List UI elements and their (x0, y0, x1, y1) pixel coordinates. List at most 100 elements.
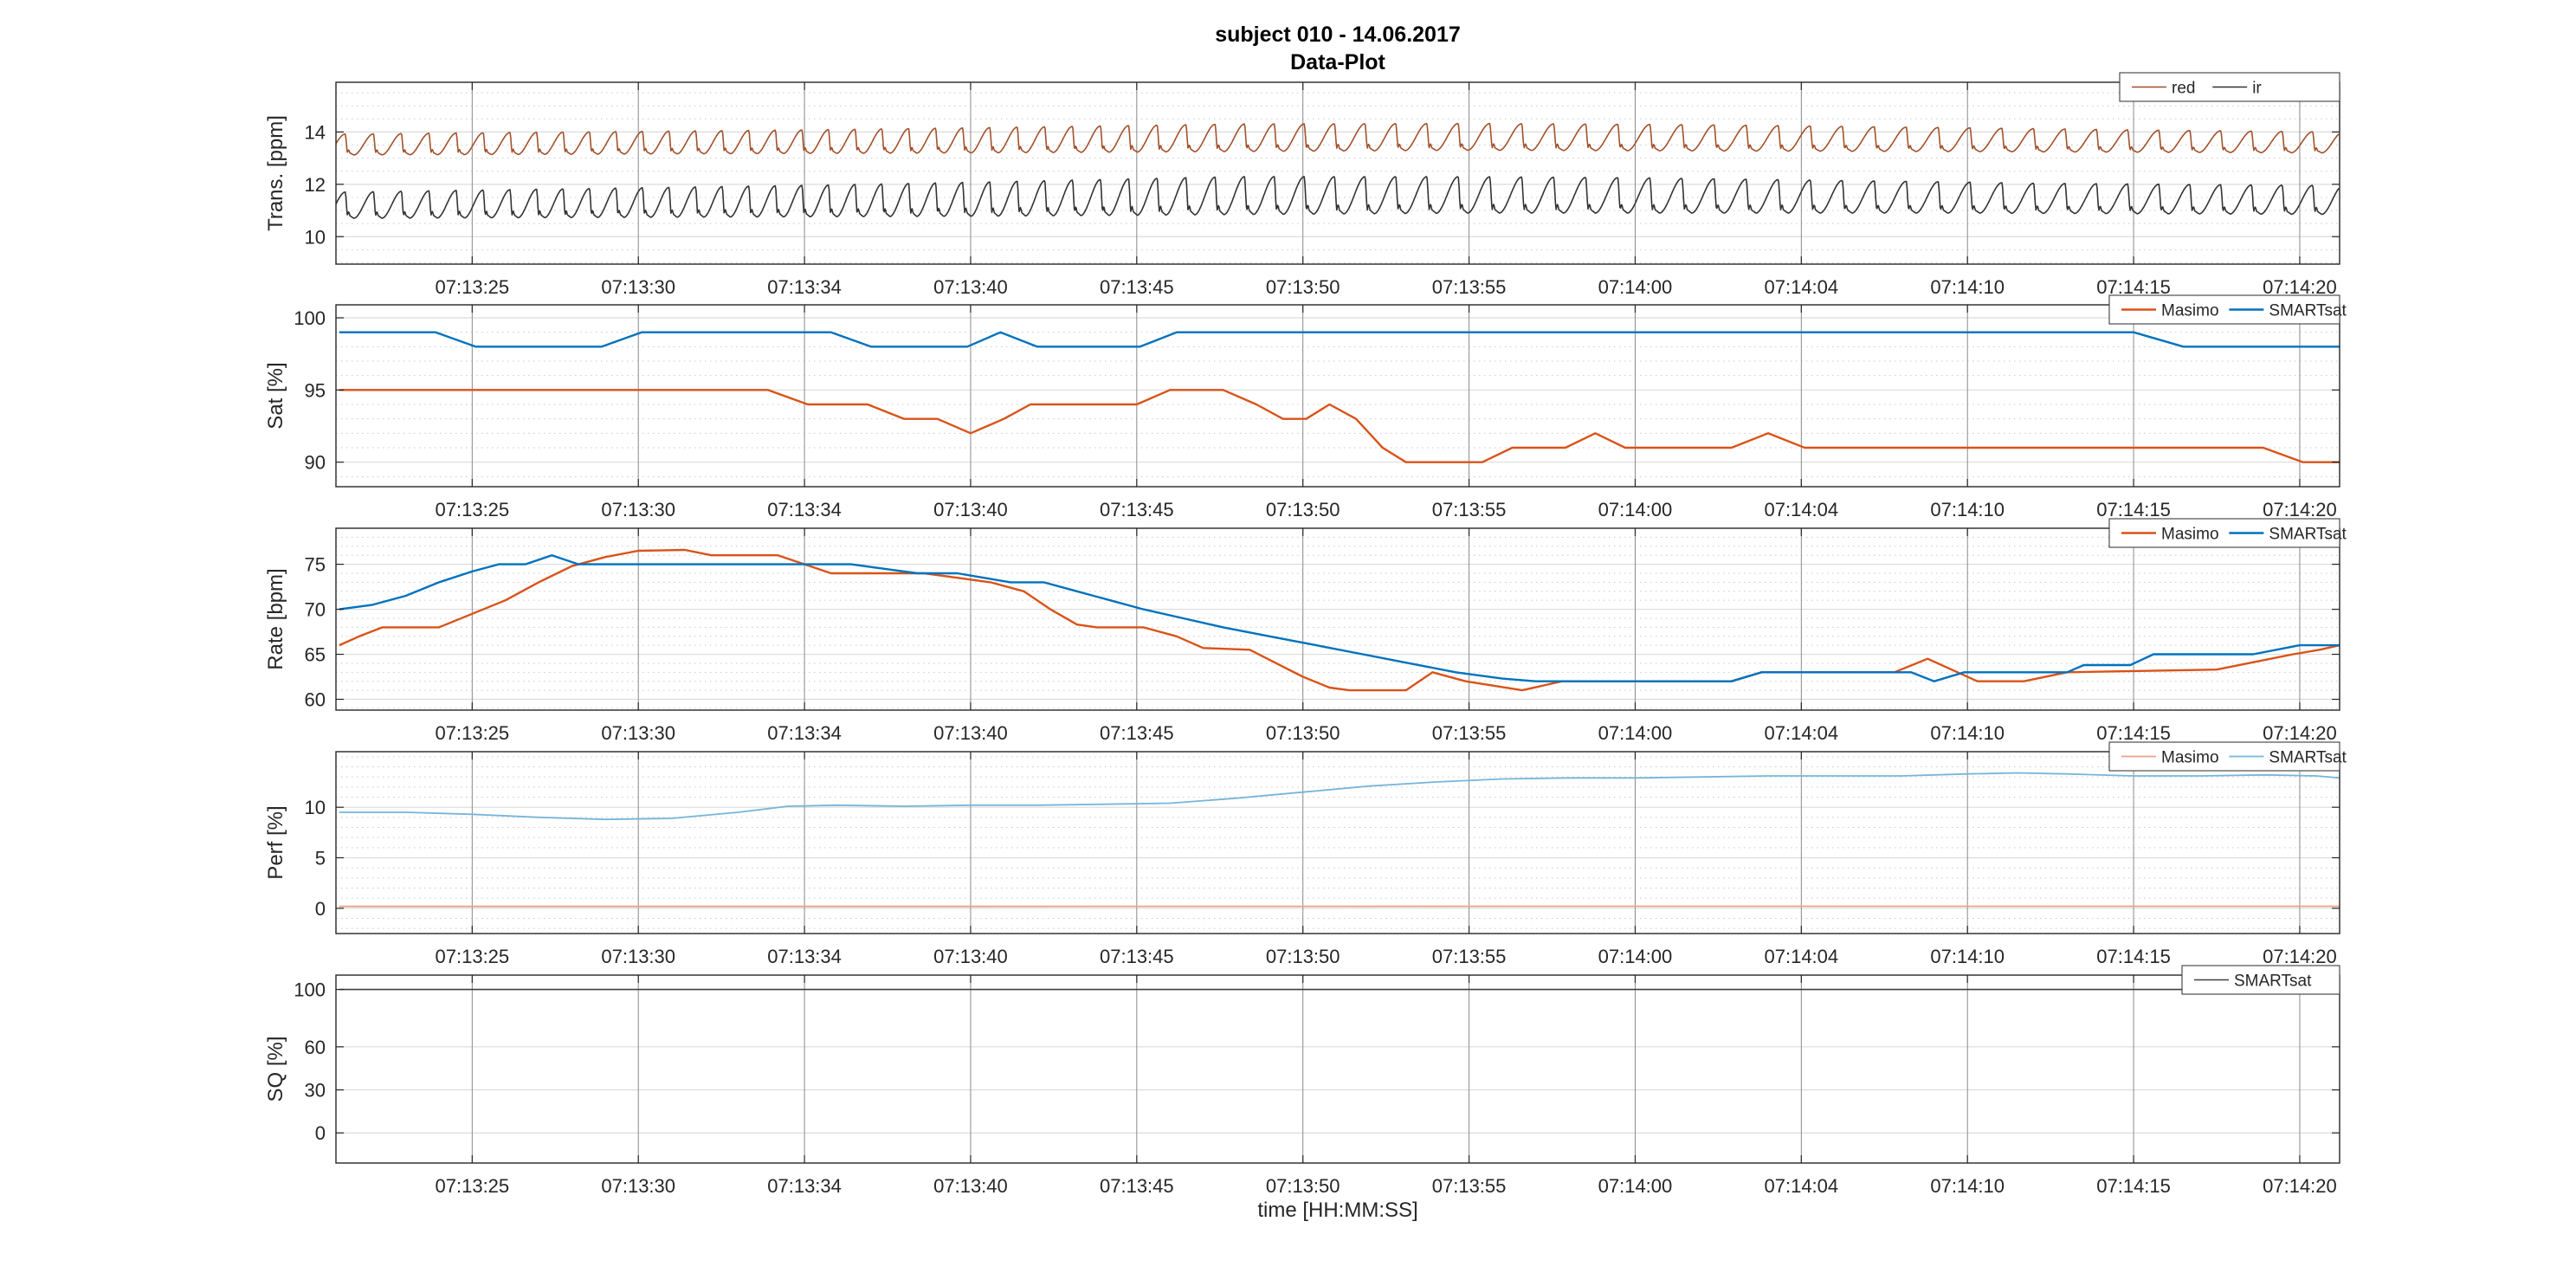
x-tick-label: 07:14:00 (1598, 1175, 1673, 1197)
x-tick-label: 07:13:40 (933, 1175, 1008, 1197)
x-tick-label: 07:14:10 (1930, 1175, 2005, 1197)
x-tick-label: 07:13:34 (767, 1175, 842, 1197)
x-tick-label: 07:14:20 (2263, 1175, 2337, 1197)
x-tick-label: 07:13:55 (1432, 722, 1507, 744)
x-tick-label: 07:13:40 (933, 276, 1008, 298)
y-tick-label: 12 (305, 174, 326, 196)
x-tick-label: 07:14:20 (2263, 499, 2337, 520)
x-tick-label: 07:14:20 (2263, 722, 2337, 744)
x-tick-label: 07:13:45 (1100, 499, 1174, 520)
x-tick-label: 07:13:45 (1100, 276, 1174, 298)
y-tick-label: 65 (305, 644, 326, 666)
y-axis-title-sat: Sat [%] (264, 362, 287, 429)
legend-trans: red ir (2120, 73, 2340, 101)
y-tick-label: 100 (294, 979, 326, 1001)
legend-label: SMARTsat (2234, 973, 2312, 991)
x-tick-label: 07:13:34 (767, 722, 842, 744)
x-tick-label: 07:14:10 (1930, 946, 2005, 967)
x-tick-label: 07:13:25 (436, 276, 510, 298)
x-tick-label: 07:13:45 (1100, 946, 1174, 967)
y-tick-label: 10 (305, 797, 326, 818)
x-axis-label: time [HH:MM:SS] (1257, 1199, 1417, 1223)
x-tick-label: 07:13:55 (1432, 276, 1507, 298)
x-tick-label: 07:14:10 (1930, 499, 2005, 520)
x-tick-label: 07:13:50 (1266, 946, 1340, 967)
subplot-rate: 07:13:25 07:13:30 07:13:34 07:13:40 07:13:45… (264, 519, 2347, 744)
axes-border (336, 528, 2340, 710)
x-tick-label: 07:14:15 (2096, 1175, 2171, 1197)
legend-label: Masimo (2161, 302, 2219, 320)
y-tick-label: 0 (315, 1122, 326, 1144)
x-tick-label: 07:14:04 (1765, 946, 1839, 967)
x-tick-label: 07:13:30 (601, 499, 675, 520)
y-tick-label: 90 (305, 452, 326, 474)
legend-sq: SMARTsat (2182, 966, 2340, 994)
series-perf-smartsat (339, 773, 2340, 820)
x-tick-label: 07:14:00 (1598, 722, 1673, 744)
x-tick-label: 07:13:25 (436, 722, 510, 744)
y-tick-label: 75 (305, 554, 326, 576)
x-tick-label: 07:13:25 (436, 1175, 510, 1197)
x-tick-label: 07:13:30 (601, 722, 675, 744)
x-tick-label: 07:13:40 (933, 946, 1008, 967)
x-tick-label: 07:14:15 (2096, 276, 2171, 298)
y-tick-label: 95 (305, 379, 326, 401)
legend-label: Masimo (2161, 526, 2219, 544)
y-tick-label: 100 (294, 307, 326, 329)
series-sat-masimo (339, 390, 2340, 462)
x-tick-label: 07:13:50 (1266, 722, 1340, 744)
subplot-trans: 07:13:25 07:13:30 07:13:34 07:13:40 07:13:45… (264, 73, 2340, 298)
y-tick-label: 0 (315, 898, 326, 920)
series-trans-ir (336, 177, 2339, 218)
x-tick-label: 07:14:15 (2096, 499, 2171, 520)
x-tick-label: 07:13:30 (601, 276, 675, 298)
x-tick-label: 07:14:04 (1765, 722, 1839, 744)
x-tick-label: 07:14:00 (1598, 499, 1673, 520)
series-trans-red (336, 124, 2339, 155)
x-tick-label: 07:13:25 (436, 946, 510, 967)
x-tick-label: 07:13:45 (1100, 722, 1174, 744)
axes-border (336, 975, 2340, 1163)
x-tick-label: 07:14:00 (1598, 946, 1673, 967)
x-tick-label: 07:13:55 (1432, 1175, 1507, 1197)
series-sat-smartsat (339, 333, 2340, 347)
y-tick-label: 70 (305, 599, 326, 621)
legend-label: SMARTsat (2269, 749, 2347, 767)
legend-label: SMARTsat (2269, 302, 2347, 320)
x-tick-label: 07:13:50 (1266, 499, 1340, 520)
x-tick-label: 07:13:45 (1100, 1175, 1174, 1197)
y-axis-title-sq: SQ [%] (264, 1036, 287, 1102)
x-tick-label: 07:13:50 (1266, 276, 1340, 298)
y-axis-title-trans: Trans. [ppm] (264, 115, 287, 231)
legend-label: SMARTsat (2269, 526, 2347, 544)
legend-label: red (2172, 80, 2195, 98)
legend-label: ir (2252, 80, 2262, 98)
x-tick-label: 07:14:04 (1765, 1175, 1839, 1197)
legend-sat: Masimo SMARTsat (2109, 295, 2347, 324)
y-tick-label: 60 (305, 689, 326, 711)
y-tick-label: 60 (305, 1037, 326, 1058)
x-tick-label: 07:13:40 (933, 499, 1008, 520)
figure-title: subject 010 - 14.06.2017 (1215, 23, 1461, 48)
x-tick-label: 07:14:20 (2263, 276, 2337, 298)
y-tick-label: 10 (305, 226, 326, 248)
y-axis-title-rate: Rate [bpm] (264, 568, 287, 669)
x-tick-label: 07:14:10 (1930, 722, 2005, 744)
x-tick-label: 07:14:04 (1765, 276, 1839, 298)
y-tick-label: 5 (315, 848, 326, 869)
series-rate-masimo (339, 550, 2340, 690)
x-tick-label: 07:13:30 (601, 1175, 675, 1197)
x-tick-label: 07:13:34 (767, 276, 842, 298)
x-tick-label: 07:14:10 (1930, 276, 2005, 298)
y-tick-label: 14 (305, 121, 326, 143)
x-tick-label: 07:13:55 (1432, 499, 1507, 520)
y-tick-label: 30 (305, 1080, 326, 1102)
x-tick-label: 07:13:25 (436, 499, 510, 520)
legend-rate: Masimo SMARTsat (2109, 519, 2347, 547)
x-tick-label: 07:14:04 (1765, 499, 1839, 520)
x-tick-label: 07:13:40 (933, 722, 1008, 744)
